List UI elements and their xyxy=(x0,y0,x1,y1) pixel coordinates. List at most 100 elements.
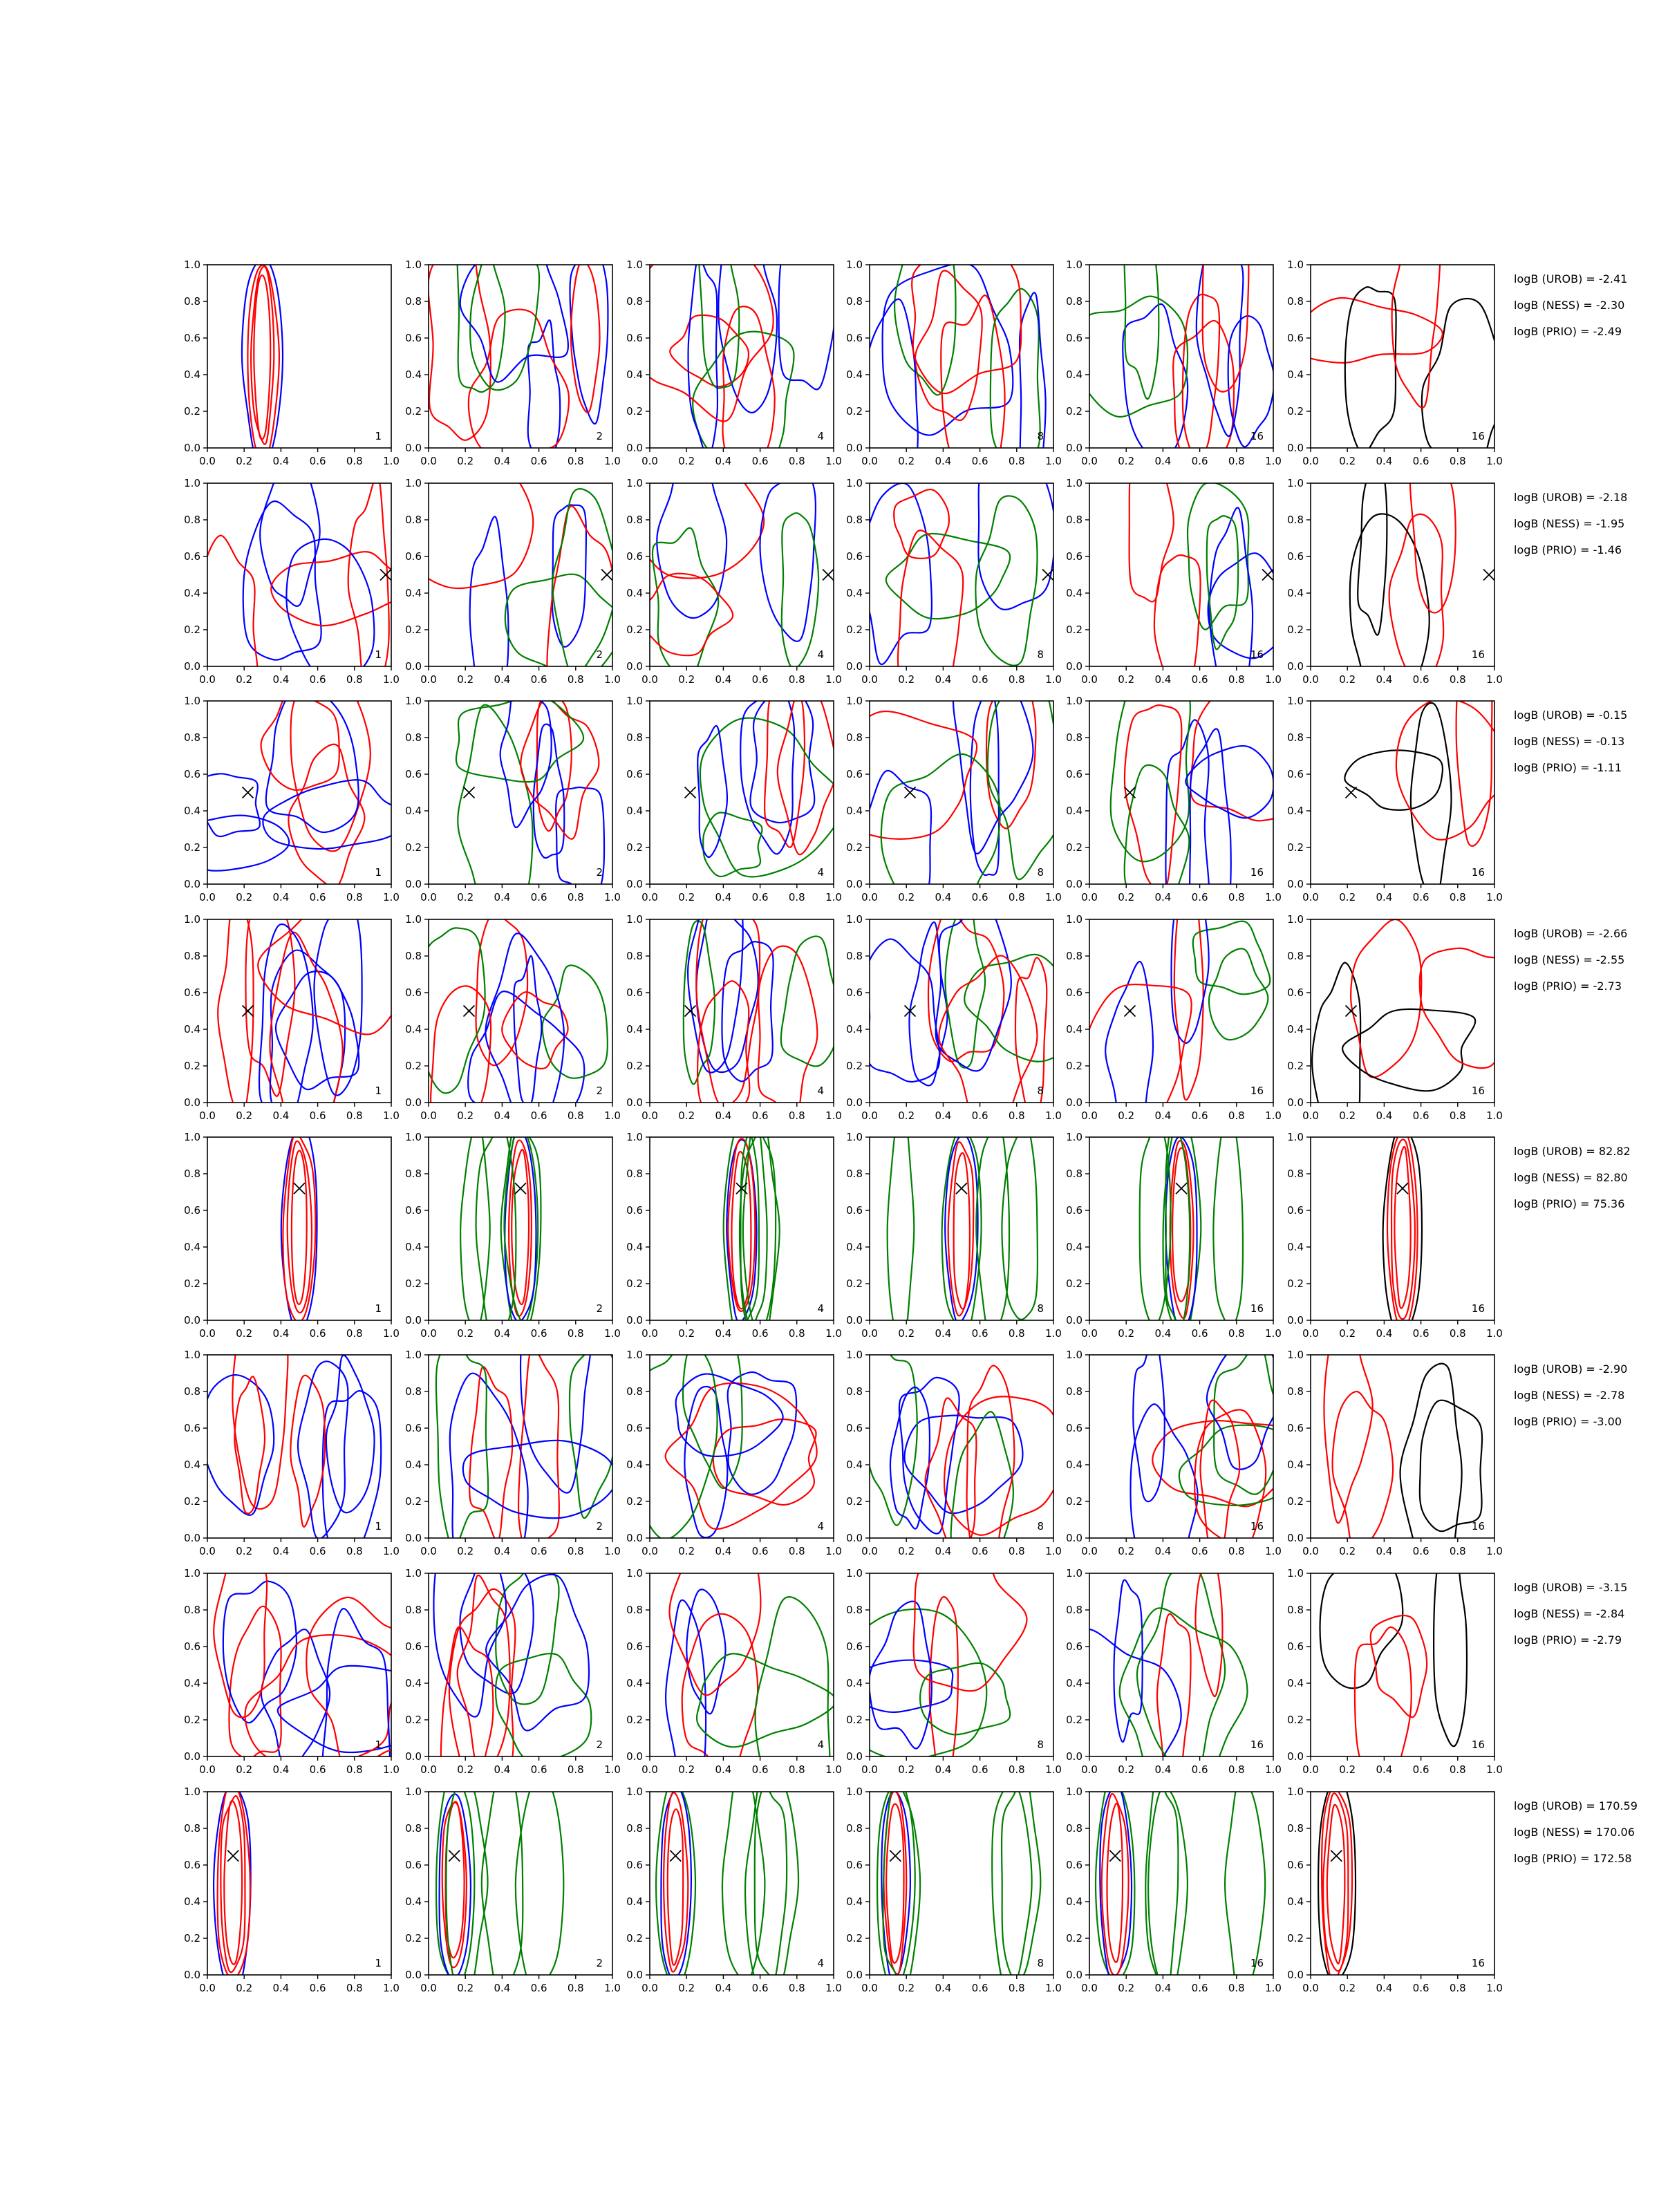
x-tick-label: 0.8 xyxy=(1009,455,1025,467)
y-tick-label: 0.0 xyxy=(405,1532,422,1544)
x-tick-label: 0.6 xyxy=(1413,1327,1430,1340)
x-tick-label: 0.6 xyxy=(531,455,547,467)
x-tick-label: 0.0 xyxy=(420,1545,437,1557)
y-tick-label: 0.0 xyxy=(184,1532,200,1544)
contour xyxy=(753,1792,800,1975)
x-tick-label: 0.4 xyxy=(1154,673,1171,686)
x-tick-label: 1.0 xyxy=(825,1327,842,1340)
x-tick-label: 0.4 xyxy=(715,1109,731,1122)
x-tick-label: 0.6 xyxy=(1192,1545,1208,1557)
panel-r1-c1: 0.0 0.2 0.4 0.6 0.8 1.0 0.0 0.2 0.4 0.6 0.8 1.0 1 xyxy=(184,259,400,467)
contour xyxy=(250,265,275,445)
y-tick-label: 0.0 xyxy=(1066,1750,1082,1763)
y-tick-label: 1.0 xyxy=(846,913,863,926)
contour xyxy=(655,1792,697,1975)
contour xyxy=(1201,265,1250,393)
x-tick-label: 0.8 xyxy=(789,1545,805,1557)
y-tick-label: 0.8 xyxy=(405,950,422,962)
x-tick-label: 1.0 xyxy=(1486,891,1503,903)
y-tick-label: 0.6 xyxy=(184,986,200,999)
x-tick-label: 1.0 xyxy=(825,673,842,686)
contour xyxy=(541,964,608,1079)
x-tick-label: 0.8 xyxy=(789,1982,805,1994)
contour xyxy=(1153,554,1201,666)
x-tick-label: 0.6 xyxy=(310,1327,326,1340)
x-tick-label: 0.0 xyxy=(641,1327,658,1340)
panel-r3-c6: 0.0 0.2 0.4 0.6 0.8 1.00.00.20.40.60.81.016 xyxy=(1287,695,1503,903)
contour-lines xyxy=(1094,1792,1266,1975)
contour xyxy=(1194,1573,1224,1698)
panel-r7-c2: 0.0 0.2 0.4 0.6 0.8 1.00.00.20.40.60.81.02 xyxy=(405,1567,621,1776)
x-tick-label: 1.0 xyxy=(383,1545,400,1557)
contour xyxy=(880,753,1001,884)
true-value-marker xyxy=(1042,568,1054,581)
y-tick-label: 0.4 xyxy=(405,1459,422,1471)
x-tick-label: 0.6 xyxy=(752,1982,769,1994)
y-tick-label: 0.8 xyxy=(405,731,422,744)
contour xyxy=(870,1355,918,1526)
axes-frame xyxy=(207,1573,392,1757)
y-tick-label: 0.8 xyxy=(626,1822,643,1835)
y-tick-label: 0.0 xyxy=(846,442,863,454)
contour xyxy=(241,265,284,448)
panel-r8-c6: 0.0 0.2 0.4 0.6 0.8 1.0 0.0 0.2 0.4 0.6 0.8 1.0 16 xyxy=(1287,1785,1503,1994)
contour xyxy=(467,308,570,448)
panel-number-label: 8 xyxy=(1037,866,1044,879)
y-tick-label: 0.6 xyxy=(184,1204,200,1217)
y-tick-label: 0.2 xyxy=(184,841,200,854)
y-tick-label: 1.0 xyxy=(1287,913,1304,926)
panel-number-label: 2 xyxy=(596,1302,603,1315)
contour xyxy=(290,701,371,852)
x-tick-label: 0.6 xyxy=(752,1327,769,1340)
x-tick-label: 0.8 xyxy=(1009,1327,1025,1340)
x-tick-label: 0.0 xyxy=(641,1545,658,1557)
contour xyxy=(1212,1137,1244,1320)
contour xyxy=(650,483,765,579)
x-tick-label: 1.0 xyxy=(1045,891,1062,903)
contour xyxy=(1322,1792,1349,1972)
contour xyxy=(687,919,744,1074)
x-tick-label: 0.8 xyxy=(568,1982,584,1994)
contour xyxy=(1399,1362,1463,1538)
contour xyxy=(1118,1607,1248,1756)
contour-lines xyxy=(1319,1573,1468,1756)
contour xyxy=(467,991,585,1103)
contour xyxy=(429,927,486,1094)
x-tick-label: 0.4 xyxy=(1376,673,1392,686)
contour-lines xyxy=(1130,1355,1273,1538)
x-tick-label: 0.4 xyxy=(494,455,510,467)
x-tick-label: 0.2 xyxy=(1339,673,1356,686)
contour xyxy=(893,488,950,559)
true-value-marker xyxy=(684,1004,697,1018)
contour xyxy=(885,532,1011,620)
x-tick-label: 1.0 xyxy=(1486,455,1503,467)
x-tick-label: 0.2 xyxy=(1339,1327,1356,1340)
contour xyxy=(870,1659,954,1714)
y-tick-label: 0.0 xyxy=(1287,660,1304,673)
y-tick-label: 0.0 xyxy=(626,442,643,454)
panel-number-label: 8 xyxy=(1037,1738,1044,1751)
y-tick-label: 0.0 xyxy=(1066,1969,1082,1981)
x-tick-label: 0.8 xyxy=(568,1545,584,1557)
x-tick-label: 0.2 xyxy=(236,1982,252,1994)
x-tick-label: 1.0 xyxy=(825,1763,842,1776)
y-tick-label: 0.4 xyxy=(626,1895,643,1908)
contour xyxy=(938,955,1038,1103)
y-tick-label: 1.0 xyxy=(184,913,200,926)
x-tick-label: 0.2 xyxy=(236,1327,252,1340)
contour xyxy=(1421,297,1494,448)
panel-number-label: 2 xyxy=(596,1738,603,1751)
y-tick-label: 0.2 xyxy=(846,1714,863,1726)
x-tick-label: 1.0 xyxy=(1486,673,1503,686)
logb-label: logB (UROB) = -2.41 xyxy=(1514,272,1627,285)
contour xyxy=(207,773,261,838)
contour xyxy=(501,991,569,1070)
x-tick-label: 0.6 xyxy=(310,1982,326,1994)
y-tick-label: 0.6 xyxy=(626,1422,643,1434)
y-tick-label: 0.8 xyxy=(1287,1385,1304,1398)
x-tick-label: 0.0 xyxy=(1081,1109,1098,1122)
contour xyxy=(429,265,491,441)
x-tick-label: 0.2 xyxy=(898,673,915,686)
contour xyxy=(247,265,281,448)
contour xyxy=(1227,315,1273,448)
